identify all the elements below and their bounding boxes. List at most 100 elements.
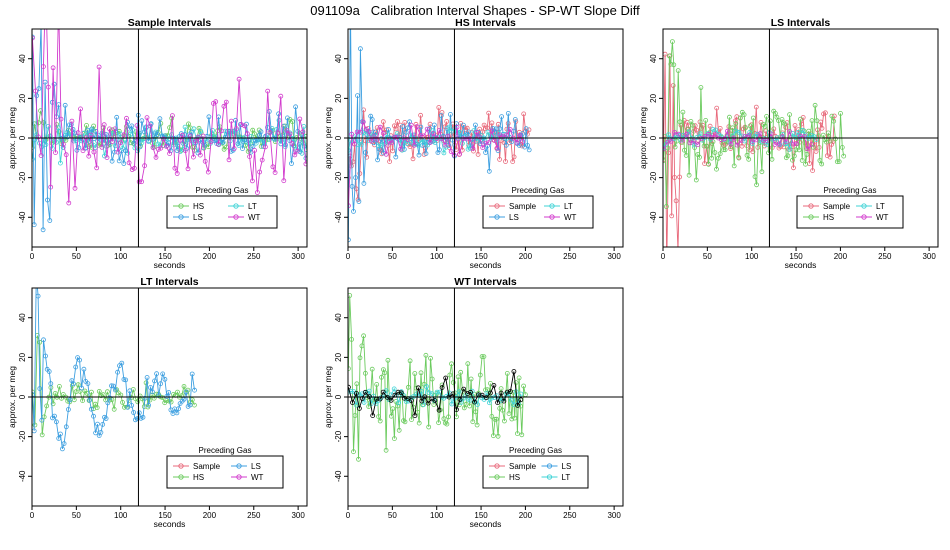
data-point-wt [155,146,161,152]
data-point-hs [37,339,43,345]
data-point-ls [512,117,518,122]
data-point-wt [809,142,814,148]
data-point-hs [94,405,100,411]
legend-swatch-marker [861,214,867,220]
y-axis-label: approx. per meg [7,366,17,428]
data-point-lt [456,389,462,395]
data-point-hs [446,414,451,420]
data-point-hs [396,427,402,433]
data-point-ref [395,389,401,395]
data-point-wt [436,127,442,133]
legend: Preceding Gas Sample LT LS WT [482,186,594,229]
data-point-hs [168,399,174,405]
x-tick-label: 150 [789,252,803,261]
data-point-sample [669,213,675,219]
data-point-wt [483,140,489,146]
data-point-sample [819,125,825,131]
data-point-hs [682,147,687,153]
data-point-hs [831,118,837,124]
data-point-ls [505,111,511,116]
data-point-wt [163,143,169,149]
data-point-hs [671,62,677,68]
data-point-ls [276,111,282,117]
data-point-hs [722,147,728,153]
data-point-wt [424,126,430,132]
data-point-wt [303,161,307,167]
data-point-hs [179,393,185,399]
x-tick-label: 250 [563,511,577,520]
x-tick-label: 150 [474,511,488,520]
data-point-sample [665,269,669,273]
data-point-sample [677,174,682,180]
data-point-lt [182,124,188,130]
data-point-wt [38,153,44,159]
data-point-wt [374,136,380,142]
data-point-wt [215,141,221,147]
data-point-hs [361,333,367,339]
data-point-wt [167,151,173,157]
data-point-hs [348,293,353,298]
data-point-ls [405,125,411,131]
data-point-hs [374,381,380,387]
data-point-hs [181,383,187,389]
data-point-wt [94,165,100,171]
data-point-hs [175,389,180,395]
legend-swatch-marker [494,463,500,469]
data-point-wt [665,139,670,145]
data-point-hs [787,112,792,117]
data-point-ref [370,413,376,419]
data-point-sample [714,105,720,111]
data-point-wt [695,142,701,148]
legend-entry-lt: LT [562,473,571,482]
data-point-ls [176,406,182,412]
data-point-hs [52,390,58,396]
data-point-ls [174,410,180,416]
data-point-ls [34,272,38,276]
x-tick-label: 50 [388,252,397,261]
data-point-lt [475,402,480,407]
data-point-wt [672,129,677,135]
data-point-ref [507,389,513,394]
data-point-wt [270,164,276,170]
data-point-ls [460,122,466,128]
data-point-ref [515,402,520,408]
data-point-ls [70,126,76,132]
data-point-ls [51,81,57,87]
data-point-sample [393,126,399,132]
data-point-wt [278,93,284,99]
data-point-wt [99,144,105,150]
data-point-hs [697,154,702,160]
series-group [32,272,197,452]
data-point-wt [226,157,232,163]
data-point-sample [799,121,804,127]
data-point-lt [383,388,389,394]
legend-title: Preceding Gas [509,446,562,455]
data-point-sample [692,123,698,129]
x-axis-label: seconds [785,260,817,270]
data-point-ls [112,149,117,155]
data-point-ls [91,413,96,419]
data-point-wt [236,76,242,82]
legend-swatch-marker [549,203,555,209]
data-point-hs [252,131,257,137]
data-point-ls [66,407,71,412]
data-point-ls [438,113,444,118]
data-point-sample [511,154,517,160]
panel-title: WT Intervals [454,276,517,288]
data-point-wt [185,166,191,172]
data-point-ls [187,402,193,408]
data-point-wt [457,151,463,157]
figure-suptitle: 091109a Calibration Interval Shapes - SP… [310,3,640,18]
data-point-wt [205,169,211,175]
data-point-wt [354,129,360,135]
data-point-wt [36,134,41,140]
data-point-ls [107,395,113,401]
data-point-wt [101,122,107,128]
data-point-hs [706,161,711,167]
data-point-ref [461,386,467,392]
data-point-ls [284,115,290,121]
data-point-wt [115,149,121,155]
data-point-wt [109,139,115,145]
data-point-hs [151,395,157,401]
data-point-hs [484,387,490,393]
